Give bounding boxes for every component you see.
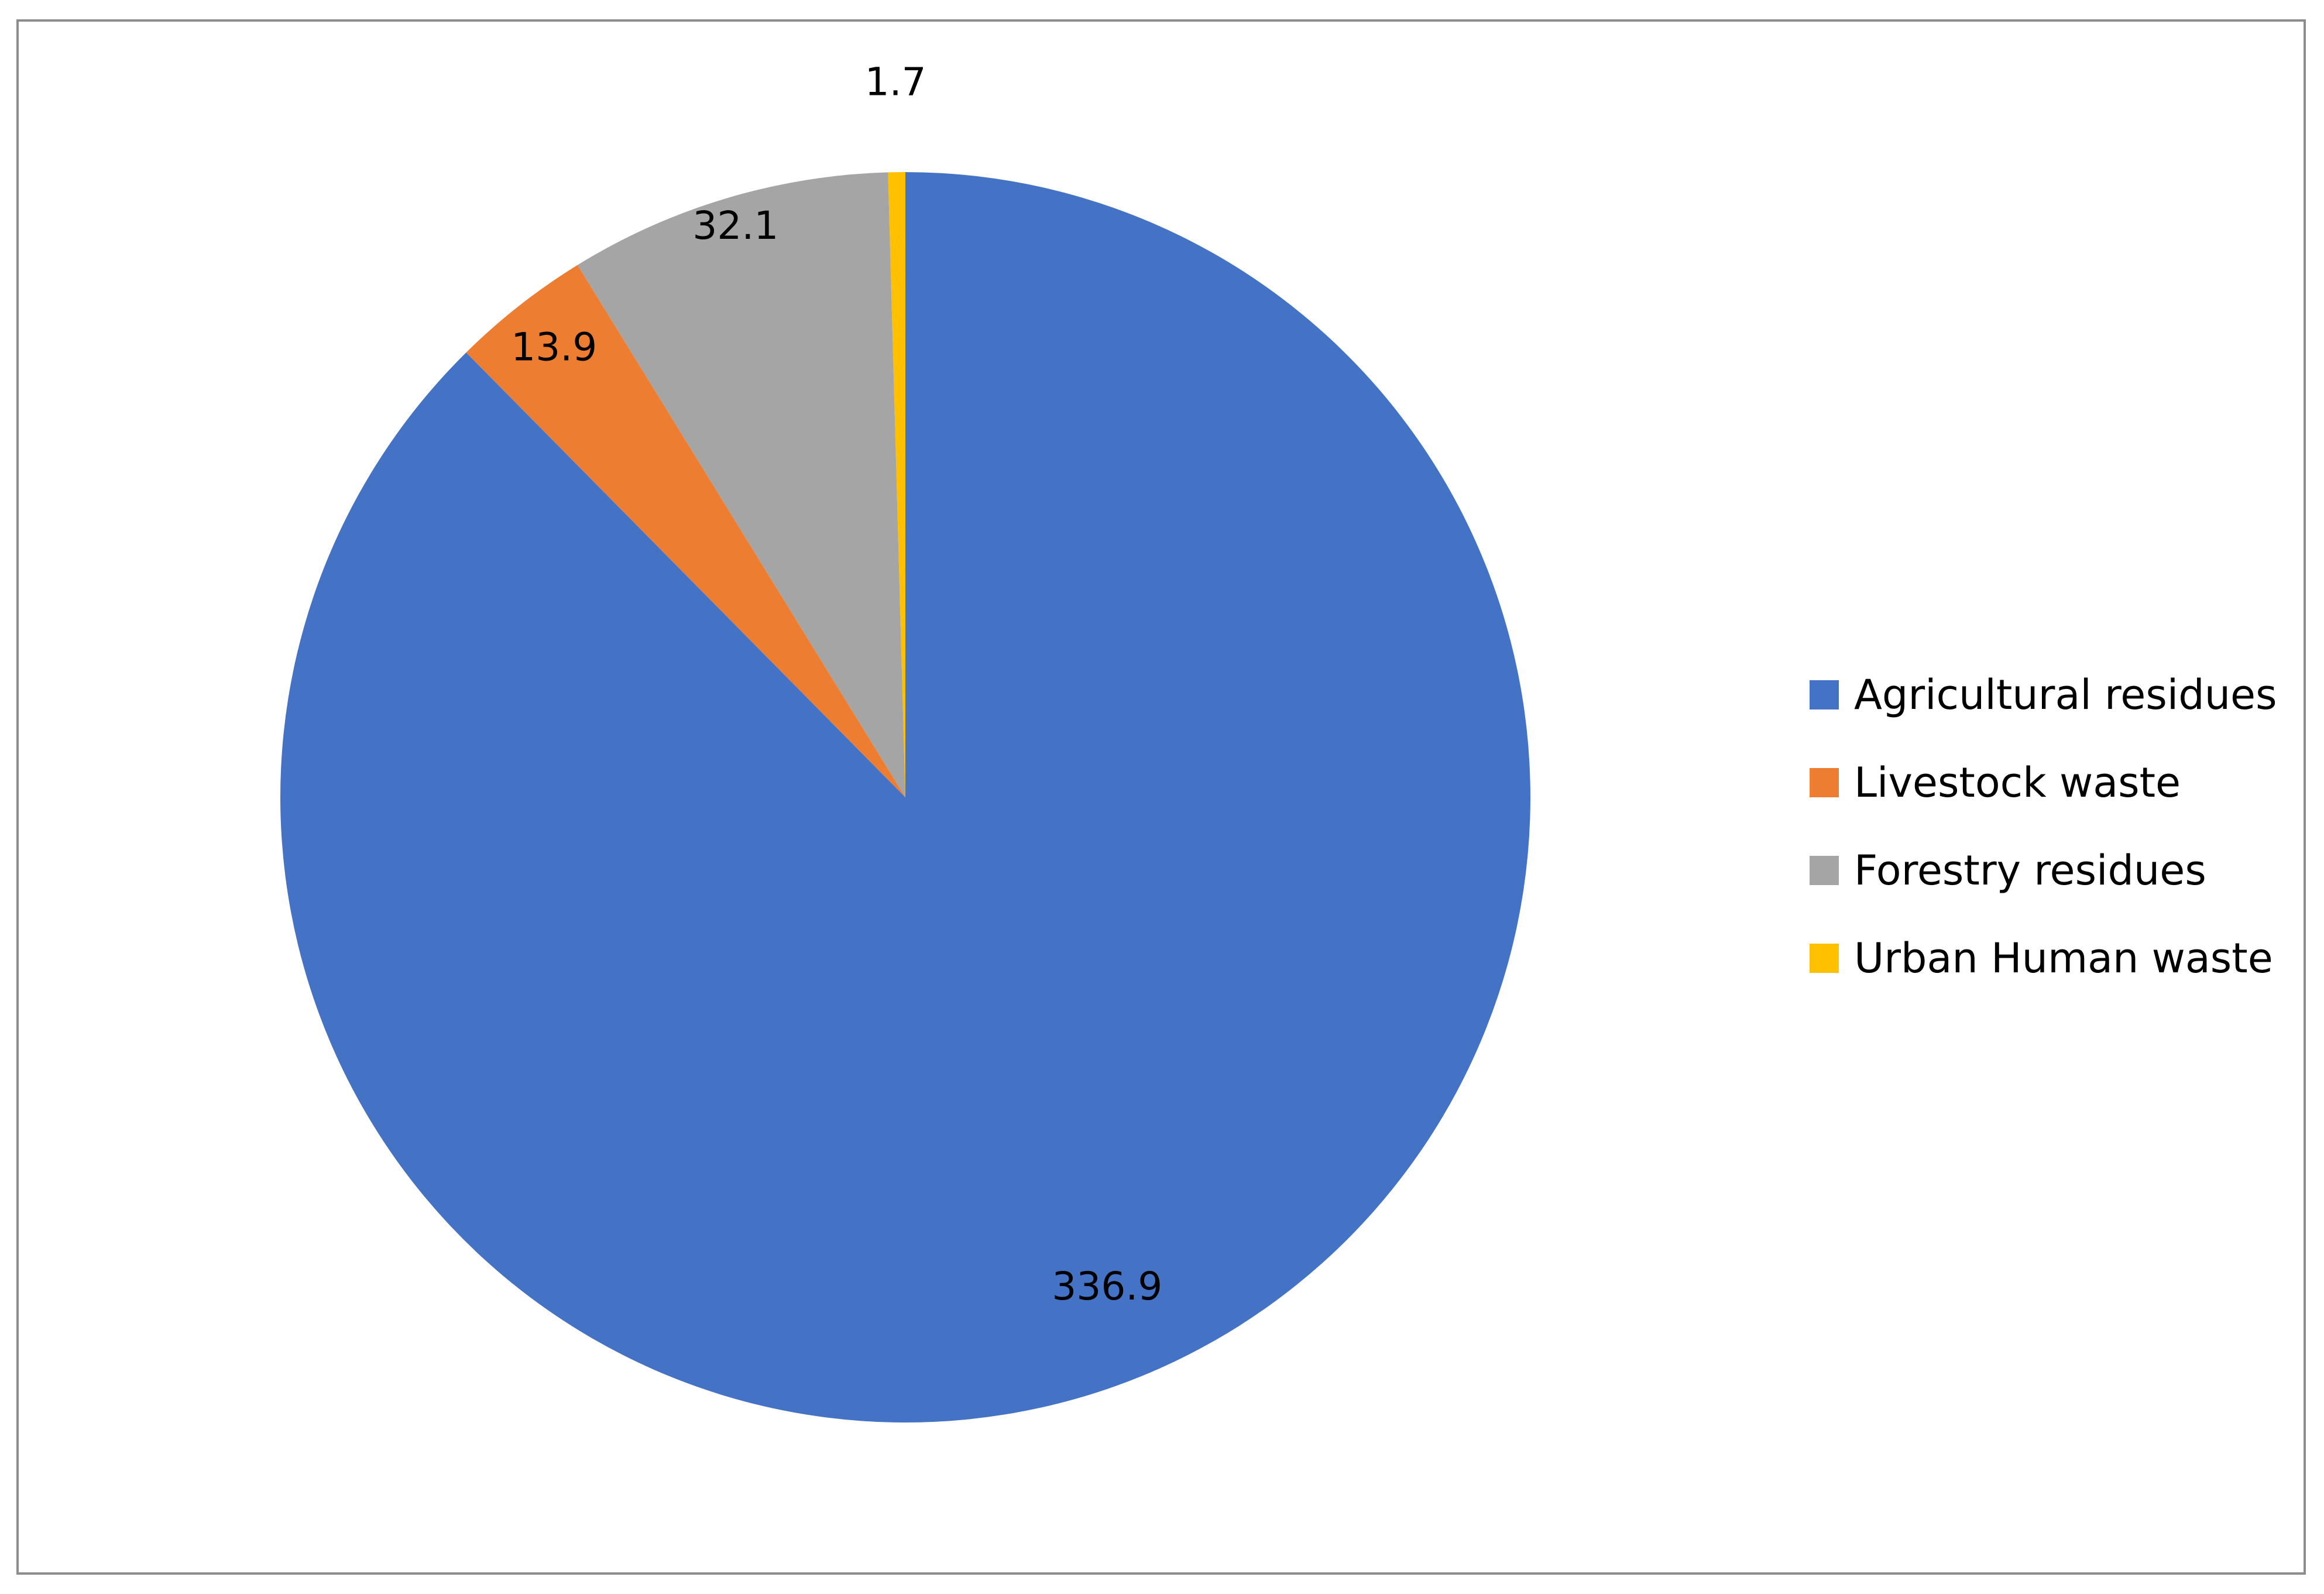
legend-label: Livestock waste: [1854, 759, 2181, 807]
legend-swatch: [1810, 944, 1839, 973]
data-label: 32.1: [692, 203, 778, 248]
legend: Agricultural residues Livestock waste Fo…: [1810, 651, 2277, 1002]
pie-slice-agricultural-residues: [280, 172, 1530, 1422]
legend-label: Agricultural residues: [1854, 671, 2277, 719]
chart-frame: 336.9 13.9 32.1 1.7 Agricultural residues L…: [16, 19, 2306, 1575]
legend-swatch: [1810, 768, 1839, 797]
data-label: 1.7: [865, 60, 926, 105]
pie-chart: 336.9 13.9 32.1 1.7: [280, 60, 1530, 1422]
pie-slice-livestock-waste: [466, 265, 905, 797]
legend-item-urban-human-waste: Urban Human waste: [1810, 914, 2277, 1002]
legend-item-livestock-waste: Livestock waste: [1810, 739, 2277, 827]
legend-swatch: [1810, 680, 1839, 709]
pie-slice-urban-human-waste: [888, 172, 905, 797]
data-label: 336.9: [1052, 1264, 1162, 1309]
legend-item-agricultural-residues: Agricultural residues: [1810, 651, 2277, 739]
legend-label: Forestry residues: [1854, 846, 2206, 894]
data-label: 13.9: [511, 325, 597, 370]
pie-slice-forestry-residues: [577, 172, 905, 797]
legend-label: Urban Human waste: [1854, 934, 2273, 982]
legend-swatch: [1810, 856, 1839, 885]
legend-item-forestry-residues: Forestry residues: [1810, 827, 2277, 914]
